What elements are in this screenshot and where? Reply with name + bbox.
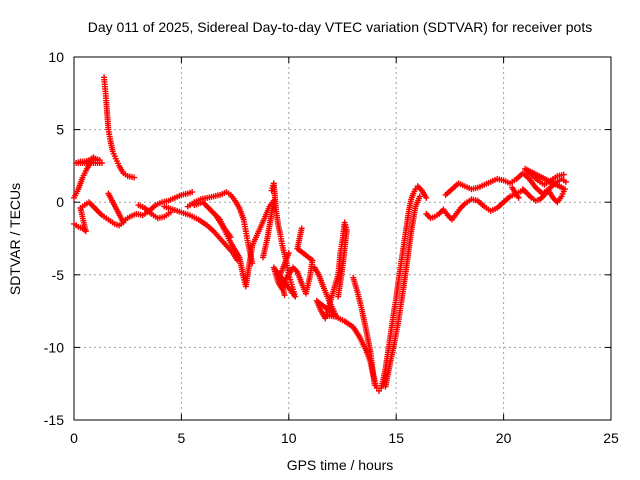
data-point bbox=[423, 194, 430, 201]
plot-frame bbox=[73, 56, 612, 421]
data-point bbox=[371, 382, 378, 389]
x-tick-label: 5 bbox=[178, 430, 186, 446]
y-tick-label: -5 bbox=[52, 267, 65, 283]
y-tick-label: 0 bbox=[56, 194, 64, 210]
data-point bbox=[562, 178, 569, 185]
y-tick-label: -10 bbox=[44, 339, 64, 355]
x-tick-label: 0 bbox=[70, 430, 78, 446]
data-point bbox=[515, 194, 522, 201]
chart-title: Day 011 of 2025, Sidereal Day-to-day VTE… bbox=[88, 19, 592, 35]
x-tick-label: 20 bbox=[496, 430, 512, 446]
data-point bbox=[560, 171, 567, 178]
y-axis-ticks: -15 -10 -5 0 5 10 bbox=[44, 49, 611, 428]
y-tick-label: 10 bbox=[48, 49, 64, 65]
data-point bbox=[285, 250, 292, 257]
x-tick-label: 15 bbox=[388, 430, 404, 446]
data-point bbox=[260, 254, 267, 261]
data-point bbox=[131, 174, 138, 181]
x-axis-label: GPS time / hours bbox=[287, 457, 394, 473]
data-point bbox=[298, 225, 305, 232]
data-point bbox=[416, 193, 423, 200]
y-axis-label: SDTVAR / TECUs bbox=[7, 183, 23, 295]
y-tick-label: -15 bbox=[44, 412, 64, 428]
data-point bbox=[335, 293, 342, 300]
data-point bbox=[105, 190, 112, 197]
data-point bbox=[94, 157, 101, 164]
grid-lines bbox=[74, 57, 611, 420]
y-tick-label: 5 bbox=[56, 122, 64, 138]
x-axis-ticks: 0 5 10 15 20 25 bbox=[70, 57, 619, 446]
x-tick-label: 25 bbox=[603, 430, 619, 446]
data-point bbox=[189, 189, 196, 196]
x-tick-label: 10 bbox=[281, 430, 297, 446]
data-points bbox=[71, 74, 569, 394]
